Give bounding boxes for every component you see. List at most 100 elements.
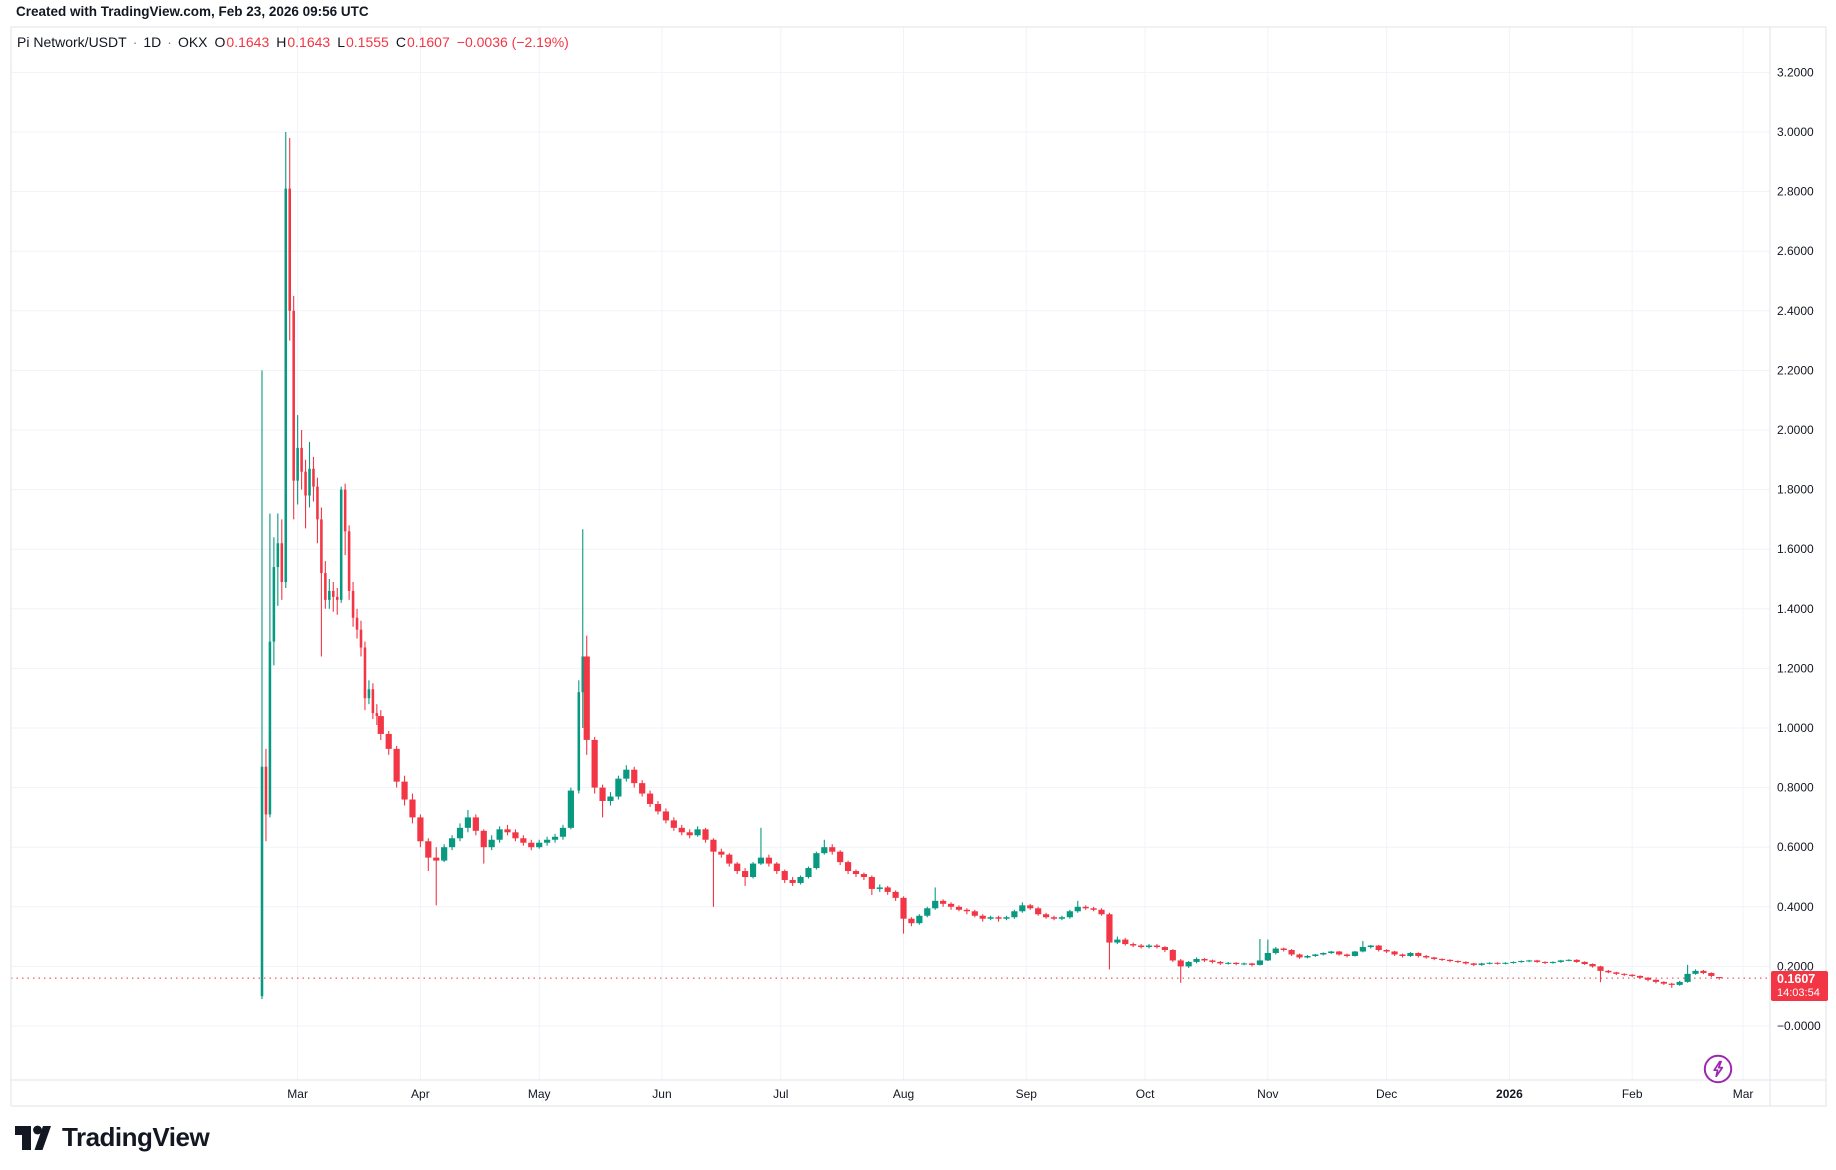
candle-body: [1644, 977, 1652, 980]
x-axis-label[interactable]: Feb: [1622, 1087, 1643, 1101]
candle-body: [264, 766, 268, 815]
tradingview-logo[interactable]: TradingView: [14, 1122, 210, 1153]
candle-body: [742, 871, 749, 877]
x-axis-label[interactable]: Nov: [1257, 1087, 1278, 1101]
candle-body: [1058, 917, 1066, 919]
symbol-legend: Pi Network/USDT · 1D · OKX O 0.1643 H 0.16…: [17, 34, 569, 50]
x-axis-label[interactable]: Dec: [1376, 1087, 1397, 1101]
y-axis-label[interactable]: 2.2000: [1777, 363, 1814, 377]
candle-body: [1193, 958, 1200, 962]
y-axis-label[interactable]: 2.6000: [1777, 244, 1814, 258]
y-axis-label[interactable]: 2.8000: [1777, 185, 1814, 199]
y-axis-label[interactable]: 1.2000: [1777, 661, 1814, 675]
candle-body: [947, 903, 955, 907]
candle-body: [316, 486, 319, 520]
candle-body: [288, 188, 291, 311]
candle-body: [312, 468, 315, 487]
candle-body: [932, 900, 939, 909]
candle-body: [987, 917, 994, 919]
candle-body: [1589, 964, 1596, 967]
candle-body: [765, 857, 772, 864]
candle-body: [1486, 962, 1493, 964]
candle-body: [1035, 908, 1042, 915]
y-axis-label[interactable]: 0.8000: [1777, 781, 1814, 795]
y-axis-label[interactable]: 1.0000: [1777, 721, 1814, 735]
candle-body: [367, 689, 371, 699]
candle-body: [852, 871, 860, 875]
candle-body: [1351, 951, 1359, 956]
candle-body: [1454, 961, 1462, 963]
x-axis-label[interactable]: Aug: [893, 1087, 914, 1101]
y-axis-label[interactable]: 0.2000: [1777, 959, 1814, 973]
candle-body: [1066, 911, 1073, 918]
candle-body: [678, 827, 685, 833]
candle-body: [1169, 950, 1176, 961]
candle-body: [1502, 962, 1509, 964]
candle-body: [1027, 905, 1034, 909]
candle-body: [908, 918, 915, 924]
candle-body: [1613, 972, 1620, 974]
candle-body: [456, 827, 464, 839]
candle-body: [1446, 959, 1454, 962]
candle-body: [955, 906, 963, 910]
candle-body: [351, 590, 355, 618]
candle-body: [347, 531, 351, 591]
candle-body: [577, 692, 581, 791]
y-axis-label[interactable]: 0.6000: [1777, 840, 1814, 854]
symbol-name[interactable]: Pi Network/USDT: [17, 34, 127, 50]
candle-body: [1264, 952, 1271, 961]
candle-body: [1676, 981, 1683, 985]
candle-body: [1288, 950, 1295, 955]
x-axis-label[interactable]: Apr: [411, 1087, 430, 1101]
lightning-icon[interactable]: [1702, 1053, 1734, 1085]
y-axis-label[interactable]: 0.4000: [1777, 900, 1814, 914]
x-axis-label[interactable]: Sep: [1016, 1087, 1038, 1101]
candle-body: [300, 447, 303, 472]
candle-body: [496, 829, 503, 840]
candle-body: [393, 748, 400, 782]
candle-body: [1320, 952, 1327, 955]
y-axis-label[interactable]: 3.0000: [1777, 125, 1814, 139]
candle-body: [805, 868, 812, 877]
candle-body: [441, 847, 448, 861]
x-axis-label[interactable]: May: [528, 1087, 551, 1101]
candle-body: [1573, 959, 1580, 962]
interval-value[interactable]: 1D: [143, 34, 162, 50]
candle-body: [504, 829, 511, 833]
x-axis-label[interactable]: Mar: [1733, 1087, 1754, 1101]
y-axis-label[interactable]: 3.2000: [1777, 65, 1814, 79]
candle-body: [1668, 983, 1675, 985]
candle-body: [536, 842, 543, 848]
candle-body: [581, 656, 585, 693]
y-axis-label[interactable]: 1.6000: [1777, 542, 1814, 556]
candle-body: [377, 716, 384, 734]
candle-body: [916, 915, 923, 924]
candle-body: [308, 468, 311, 496]
x-axis-label[interactable]: Mar: [287, 1087, 308, 1101]
candle-body: [567, 790, 574, 828]
x-axis-label[interactable]: Jul: [773, 1087, 788, 1101]
y-axis-label[interactable]: 2.0000: [1777, 423, 1814, 437]
candle-body: [797, 877, 804, 883]
candle-body: [1407, 952, 1414, 956]
y-axis-label[interactable]: 1.4000: [1777, 602, 1814, 616]
x-axis-label[interactable]: 2026: [1496, 1087, 1523, 1101]
candle-body: [940, 900, 947, 904]
candle-body: [837, 851, 844, 863]
exchange-name[interactable]: OKX: [177, 34, 208, 50]
y-axis-label[interactable]: 2.4000: [1777, 304, 1814, 318]
candle-body: [320, 519, 323, 574]
candle-body: [979, 915, 986, 919]
candle-body: [615, 778, 622, 797]
y-axis-label[interactable]: 1.8000: [1777, 483, 1814, 497]
candle-body: [1438, 958, 1446, 960]
candle-body: [686, 832, 693, 836]
candle-body: [646, 793, 654, 804]
candle-body: [1359, 947, 1366, 952]
candle-body: [1565, 959, 1572, 961]
x-axis-label[interactable]: Jun: [652, 1087, 671, 1101]
candle-body: [1605, 970, 1612, 973]
x-axis-label[interactable]: Oct: [1136, 1087, 1155, 1101]
y-axis-label[interactable]: −0.0000: [1777, 1019, 1821, 1033]
